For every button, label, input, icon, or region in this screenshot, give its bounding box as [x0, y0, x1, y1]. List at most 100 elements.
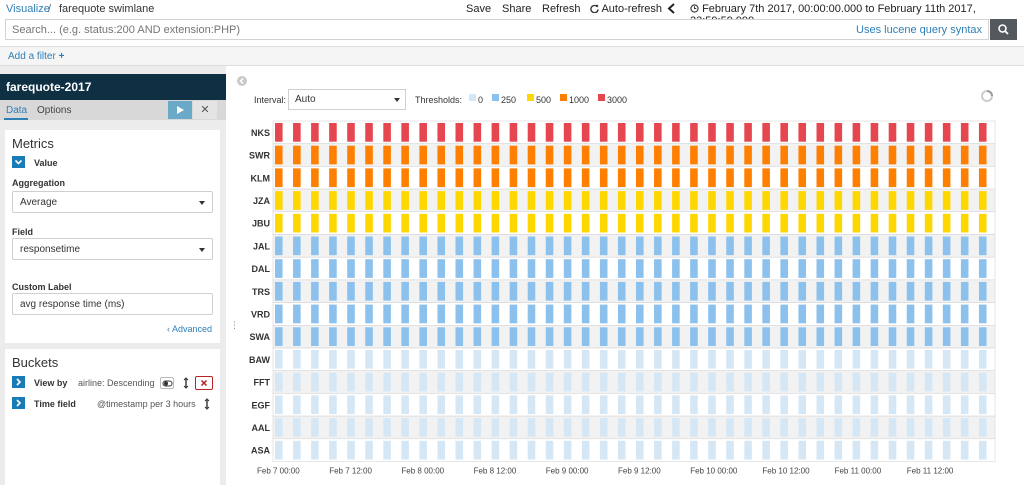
swimlane-cell[interactable]	[293, 418, 301, 437]
swimlane-cell[interactable]	[672, 372, 680, 392]
swimlane-cell[interactable]	[329, 372, 337, 392]
swimlane-cell[interactable]	[617, 440, 626, 460]
swimlane-cell[interactable]	[672, 168, 680, 188]
swimlane-cell[interactable]	[599, 281, 608, 301]
swimlane-cell[interactable]	[942, 213, 951, 233]
breadcrumb-visualize-link[interactable]: Visualize	[6, 3, 50, 15]
swimlane-cell[interactable]	[960, 327, 969, 346]
swimlane-cell[interactable]	[383, 213, 391, 233]
swimlane-cell[interactable]	[924, 304, 933, 324]
swimlane-cell[interactable]	[924, 123, 933, 142]
view-by-toggle-button[interactable]	[12, 376, 25, 388]
swimlane-cell[interactable]	[690, 213, 698, 233]
swimlane-cell[interactable]	[870, 123, 879, 142]
swimlane-cell[interactable]	[780, 145, 788, 165]
swimlane-cell[interactable]	[870, 191, 879, 210]
swimlane-cell[interactable]	[527, 145, 536, 165]
swimlane-cell[interactable]	[545, 418, 554, 437]
swimlane-cell[interactable]	[816, 213, 825, 233]
swimlane-cell[interactable]	[798, 259, 807, 278]
swimlane-cell[interactable]	[581, 168, 590, 188]
swimlane-cell[interactable]	[491, 123, 500, 142]
swimlane-cell[interactable]	[672, 440, 680, 460]
swimlane-cell[interactable]	[275, 281, 283, 301]
swimlane-cell[interactable]	[960, 281, 969, 301]
swimlane-cell[interactable]	[401, 418, 409, 437]
swimlane-cell[interactable]	[473, 440, 482, 460]
swimlane-cell[interactable]	[275, 327, 283, 346]
swimlane-cell[interactable]	[347, 123, 355, 142]
swimlane-cell[interactable]	[527, 123, 536, 142]
swimlane-cell[interactable]	[708, 168, 716, 188]
swimlane-cell[interactable]	[563, 191, 572, 210]
swimlane-cell[interactable]	[293, 213, 301, 233]
swimlane-cell[interactable]	[581, 395, 590, 415]
swimlane-cell[interactable]	[960, 191, 969, 210]
swimlane-cell[interactable]	[329, 440, 337, 460]
swimlane-cell[interactable]	[545, 350, 554, 369]
swimlane-cell[interactable]	[888, 327, 897, 346]
swimlane-cell[interactable]	[924, 168, 933, 188]
swimlane-cell[interactable]	[437, 350, 446, 369]
swimlane-cell[interactable]	[293, 168, 301, 188]
swimlane-cell[interactable]	[780, 372, 788, 392]
swimlane-cell[interactable]	[816, 418, 825, 437]
swimlane-cell[interactable]	[509, 191, 518, 210]
discard-changes-button[interactable]: ✕	[193, 101, 217, 119]
swimlane-cell[interactable]	[636, 213, 644, 233]
swimlane-cell[interactable]	[726, 418, 734, 437]
swimlane-cell[interactable]	[870, 372, 879, 392]
swimlane-cell[interactable]	[942, 418, 951, 437]
swimlane-cell[interactable]	[978, 191, 987, 210]
swimlane-cell[interactable]	[347, 440, 355, 460]
swimlane-cell[interactable]	[654, 259, 662, 278]
swimlane-cell[interactable]	[293, 350, 301, 369]
swimlane-cell[interactable]	[365, 213, 373, 233]
swimlane-cell[interactable]	[654, 372, 662, 392]
swimlane-cell[interactable]	[455, 145, 464, 165]
search-button[interactable]	[990, 19, 1017, 40]
swimlane-cell[interactable]	[401, 259, 409, 278]
swimlane-cell[interactable]	[311, 418, 319, 437]
swimlane-cell[interactable]	[708, 304, 716, 324]
swimlane-cell[interactable]	[365, 372, 373, 392]
swimlane-cell[interactable]	[419, 418, 427, 437]
swimlane-cell[interactable]	[401, 440, 409, 460]
swimlane-cell[interactable]	[419, 304, 427, 324]
swimlane-cell[interactable]	[762, 440, 770, 460]
swimlane-cell[interactable]	[978, 145, 987, 165]
swimlane-cell[interactable]	[455, 259, 464, 278]
swimlane-cell[interactable]	[311, 123, 319, 142]
time-field-toggle-button[interactable]	[12, 397, 25, 409]
swimlane-cell[interactable]	[816, 372, 825, 392]
swimlane-cell[interactable]	[888, 123, 897, 142]
swimlane-cell[interactable]	[798, 281, 807, 301]
swimlane-cell[interactable]	[780, 213, 788, 233]
swimlane-cell[interactable]	[437, 123, 446, 142]
swimlane-cell[interactable]	[617, 304, 626, 324]
swimlane-cell[interactable]	[960, 304, 969, 324]
swimlane-cell[interactable]	[329, 395, 337, 415]
swimlane-cell[interactable]	[473, 213, 482, 233]
swimlane-cell[interactable]	[563, 372, 572, 392]
swimlane-cell[interactable]	[509, 281, 518, 301]
swimlane-cell[interactable]	[834, 281, 843, 301]
swimlane-cell[interactable]	[599, 372, 608, 392]
swimlane-cell[interactable]	[473, 350, 482, 369]
swimlane-cell[interactable]	[509, 372, 518, 392]
swimlane-cell[interactable]	[906, 259, 915, 278]
swimlane-cell[interactable]	[365, 327, 373, 346]
swimlane-cell[interactable]	[311, 372, 319, 392]
swimlane-cell[interactable]	[437, 213, 446, 233]
swimlane-cell[interactable]	[744, 395, 752, 415]
swimlane-cell[interactable]	[672, 350, 680, 369]
swimlane-cell[interactable]	[852, 236, 861, 256]
swimlane-cell[interactable]	[978, 304, 987, 324]
swimlane-cell[interactable]	[942, 259, 951, 278]
swimlane-cell[interactable]	[545, 440, 554, 460]
swimlane-cell[interactable]	[816, 395, 825, 415]
swimlane-cell[interactable]	[437, 168, 446, 188]
share-button[interactable]: Share	[502, 3, 532, 15]
swimlane-cell[interactable]	[798, 213, 807, 233]
swimlane-cell[interactable]	[762, 281, 770, 301]
